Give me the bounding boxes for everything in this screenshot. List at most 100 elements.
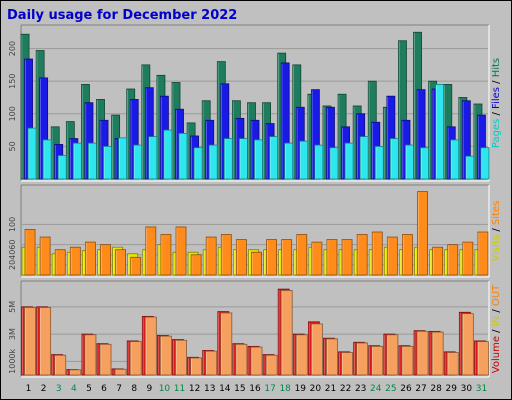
bar-pages-day-30 bbox=[465, 155, 475, 180]
bar-out-day-21 bbox=[326, 338, 338, 376]
legend-part: Volume bbox=[491, 336, 502, 373]
bar-pages-day-22 bbox=[344, 142, 354, 180]
bar-out-day-29 bbox=[446, 352, 459, 376]
panel-legend-label: Visits / Sites bbox=[491, 201, 502, 262]
bar-pages-day-2 bbox=[42, 139, 52, 180]
bar-pages-day-28 bbox=[435, 84, 445, 180]
bar-pages-day-13 bbox=[208, 144, 218, 180]
legend-part: Sites bbox=[491, 201, 502, 225]
bar-pages-day-24 bbox=[374, 145, 384, 180]
bar-out-day-6 bbox=[99, 343, 112, 376]
bar-pages-day-31 bbox=[480, 147, 490, 180]
bar-sites-day-31 bbox=[477, 231, 489, 276]
y-tick-label: 1000k bbox=[8, 349, 17, 374]
y-tick-label: 20 bbox=[8, 260, 17, 270]
bar-out-day-30 bbox=[461, 313, 474, 376]
x-tick-day-3: 3 bbox=[56, 384, 62, 394]
bar-out-day-12 bbox=[190, 357, 203, 376]
bar-pages-day-4 bbox=[72, 142, 82, 180]
bar-out-day-5 bbox=[84, 334, 97, 376]
bar-out-day-1 bbox=[24, 307, 36, 376]
x-tick-day-19: 19 bbox=[295, 384, 307, 394]
bar-sites-day-26 bbox=[402, 234, 413, 276]
bar-sites-day-29 bbox=[447, 244, 459, 276]
bar-out-day-16 bbox=[250, 346, 263, 376]
bar-pages-day-10 bbox=[163, 129, 173, 180]
x-tick-day-17: 17 bbox=[264, 384, 275, 394]
x-tick-day-21: 21 bbox=[325, 384, 336, 394]
bar-out-day-14 bbox=[220, 312, 233, 376]
legend-part: Pages bbox=[491, 119, 502, 148]
bar-sites-day-13 bbox=[205, 236, 217, 276]
x-tick-day-14: 14 bbox=[219, 384, 231, 394]
bar-pages-day-18 bbox=[284, 142, 294, 180]
bar-pages-day-26 bbox=[405, 144, 414, 180]
bar-sites-day-1 bbox=[24, 229, 36, 276]
bar-out-day-9 bbox=[144, 316, 157, 376]
bar-pages-day-25 bbox=[389, 138, 399, 180]
bar-sites-day-28 bbox=[432, 246, 444, 276]
bar-out-day-18 bbox=[280, 290, 293, 376]
y-tick-label: 60 bbox=[8, 240, 17, 250]
series-sites bbox=[24, 191, 489, 276]
y-tick-label: 150 bbox=[8, 74, 17, 89]
x-tick-day-28: 28 bbox=[430, 384, 442, 394]
y-tick-label: 100 bbox=[8, 106, 17, 121]
x-tick-day-4: 4 bbox=[71, 384, 77, 394]
bar-sites-day-2 bbox=[39, 236, 51, 276]
bar-pages-day-14 bbox=[223, 138, 233, 180]
legend-part: / bbox=[491, 225, 502, 235]
bar-sites-day-22 bbox=[341, 239, 353, 276]
bar-sites-day-12 bbox=[190, 254, 202, 276]
bar-sites-day-3 bbox=[54, 249, 66, 276]
x-tick-day-11: 11 bbox=[174, 384, 185, 394]
x-tick-day-9: 9 bbox=[146, 384, 152, 394]
bar-out-day-31 bbox=[477, 341, 489, 376]
series-out bbox=[24, 290, 489, 376]
y-tick-label: 50 bbox=[8, 141, 17, 151]
bar-sites-day-5 bbox=[85, 241, 96, 276]
legend-part: Hits bbox=[491, 58, 502, 77]
y-tick-label: 40 bbox=[8, 250, 17, 260]
x-tick-day-20: 20 bbox=[310, 384, 322, 394]
bar-pages-day-7 bbox=[118, 137, 128, 180]
bar-pages-day-3 bbox=[57, 155, 67, 180]
x-tick-day-15: 15 bbox=[234, 384, 245, 394]
x-tick-day-13: 13 bbox=[204, 384, 215, 394]
bar-sites-day-17 bbox=[266, 239, 278, 276]
x-tick-day-24: 24 bbox=[370, 384, 382, 394]
legend-part: / bbox=[491, 77, 502, 87]
x-tick-day-2: 2 bbox=[41, 384, 47, 394]
bar-out-day-24 bbox=[371, 345, 384, 376]
x-tick-day-10: 10 bbox=[159, 384, 171, 394]
bar-sites-day-23 bbox=[356, 234, 368, 276]
bar-sites-day-14 bbox=[220, 234, 232, 276]
bar-pages-day-16 bbox=[254, 139, 263, 180]
bar-sites-day-25 bbox=[386, 236, 398, 276]
bar-out-day-7 bbox=[114, 368, 127, 376]
x-tick-day-30: 30 bbox=[461, 384, 473, 394]
bar-out-day-22 bbox=[341, 352, 353, 376]
legend-part: Visits bbox=[491, 235, 502, 262]
y-tick-label: 100 bbox=[8, 217, 17, 232]
x-tick-day-27: 27 bbox=[415, 384, 426, 394]
x-tick-day-8: 8 bbox=[131, 384, 137, 394]
bar-pages-day-21 bbox=[329, 147, 339, 180]
x-tick-day-12: 12 bbox=[189, 384, 200, 394]
bar-sites-day-18 bbox=[281, 239, 293, 276]
bar-out-day-3 bbox=[54, 354, 67, 376]
panel-legend-label: Pages / Files / Hits bbox=[491, 58, 502, 148]
bar-pages-day-8 bbox=[133, 144, 143, 180]
panel-legend-label: Volume / IN / OUT bbox=[491, 284, 502, 373]
bar-out-day-8 bbox=[129, 341, 142, 376]
bar-out-day-15 bbox=[235, 343, 248, 376]
bar-pages-day-12 bbox=[193, 147, 203, 180]
bar-pages-day-1 bbox=[27, 127, 37, 180]
bar-sites-day-24 bbox=[371, 231, 383, 276]
legend-part: / bbox=[491, 326, 502, 336]
bar-sites-day-21 bbox=[326, 239, 338, 276]
chart-title: Daily usage for December 2022 bbox=[7, 8, 237, 23]
y-tick-label: 200 bbox=[8, 41, 17, 56]
x-tick-day-25: 25 bbox=[385, 384, 396, 394]
